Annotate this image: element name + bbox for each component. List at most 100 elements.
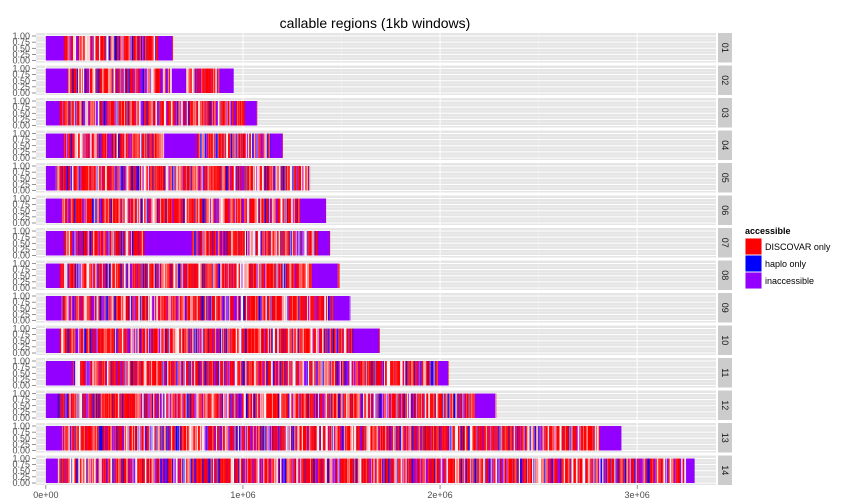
window-stripe (101, 68, 102, 93)
window-stripe (280, 231, 282, 256)
window-stripe (289, 296, 292, 321)
window-stripe (138, 263, 141, 288)
window-stripe (291, 263, 293, 288)
window-stripe (95, 68, 97, 93)
window-stripe (90, 166, 92, 191)
inaccessible-segment (45, 36, 64, 61)
window-stripe (140, 198, 142, 223)
window-stripe (99, 68, 102, 93)
window-stripe (244, 133, 246, 158)
window-stripe (143, 296, 145, 321)
window-stripe (225, 198, 227, 223)
window-stripe (96, 263, 98, 288)
window-stripe (349, 296, 351, 321)
window-stripe (251, 166, 254, 191)
window-stripe (168, 101, 170, 126)
window-stripe (115, 166, 118, 191)
window-stripe (201, 263, 204, 288)
window-stripe (194, 198, 196, 223)
window-stripe (249, 263, 251, 288)
window-stripe (265, 231, 268, 256)
window-stripe (305, 166, 306, 191)
window-stripe (191, 296, 193, 321)
y-tick-label: 1.00 (12, 324, 30, 334)
window-stripe (226, 263, 228, 288)
window-stripe (203, 166, 205, 191)
window-stripe (91, 101, 94, 126)
window-stripe (268, 166, 270, 191)
window-stripe (214, 166, 217, 191)
window-stripe (122, 166, 124, 191)
window-stripe (73, 263, 76, 288)
window-stripe (259, 166, 262, 191)
window-stripe (69, 166, 71, 191)
y-tick-label: 1.00 (12, 96, 30, 106)
window-stripe (258, 263, 261, 288)
window-stripe (131, 198, 134, 223)
window-stripe (261, 296, 263, 321)
window-stripe (140, 231, 142, 256)
window-stripe (268, 263, 270, 288)
window-stripe (106, 296, 109, 321)
window-stripe (130, 101, 132, 126)
window-stripe (63, 36, 66, 61)
window-stripe (208, 296, 210, 321)
y-tick-label: 0.00 (12, 283, 30, 293)
window-stripe (221, 263, 223, 288)
window-stripe (129, 231, 132, 256)
window-stripe (233, 263, 235, 288)
window-stripe (123, 166, 125, 191)
window-stripe (193, 231, 195, 256)
window-stripe (73, 198, 76, 223)
window-stripe (230, 296, 233, 321)
y-tick-label: 1.00 (12, 194, 30, 204)
window-stripe (89, 68, 91, 93)
window-stripe (77, 101, 80, 126)
window-stripe (226, 166, 228, 191)
window-stripe (178, 166, 180, 191)
window-stripe (164, 296, 166, 321)
window-stripe (314, 296, 316, 321)
window-stripe (119, 68, 121, 93)
window-stripe (156, 263, 159, 288)
window-stripe (128, 296, 130, 321)
window-stripe (80, 36, 83, 61)
window-stripe (73, 68, 76, 93)
window-stripe (236, 166, 238, 191)
window-stripe (179, 263, 181, 288)
window-stripe (142, 296, 144, 321)
window-stripe (206, 133, 209, 158)
window-stripe (120, 68, 122, 93)
window-stripe (280, 263, 282, 288)
window-stripe (223, 101, 225, 126)
window-stripe (62, 101, 64, 126)
window-stripe (96, 166, 98, 191)
window-stripe (144, 36, 146, 61)
window-stripe (131, 231, 134, 256)
window-stripe (290, 263, 292, 288)
window-stripe (218, 133, 221, 158)
window-stripe (190, 166, 192, 191)
window-stripe (104, 296, 107, 321)
window-stripe (285, 231, 287, 256)
y-tick-label: 1.00 (12, 129, 30, 139)
window-stripe (143, 101, 145, 126)
window-stripe (212, 263, 214, 288)
window-stripe (142, 263, 144, 288)
window-stripe (164, 166, 166, 191)
window-stripe (79, 296, 82, 321)
window-stripe (125, 166, 127, 191)
window-stripe (200, 68, 202, 93)
window-stripe (270, 166, 273, 191)
window-stripe (241, 231, 243, 256)
window-stripe (104, 36, 106, 61)
window-stripe (108, 296, 109, 321)
window-stripe (266, 296, 268, 321)
window-stripe (296, 231, 299, 256)
window-stripe (241, 198, 243, 223)
window-stripe (67, 166, 70, 191)
window-stripe (150, 133, 151, 158)
window-stripe (173, 328, 176, 353)
window-stripe (150, 101, 152, 126)
window-stripe (308, 166, 310, 191)
